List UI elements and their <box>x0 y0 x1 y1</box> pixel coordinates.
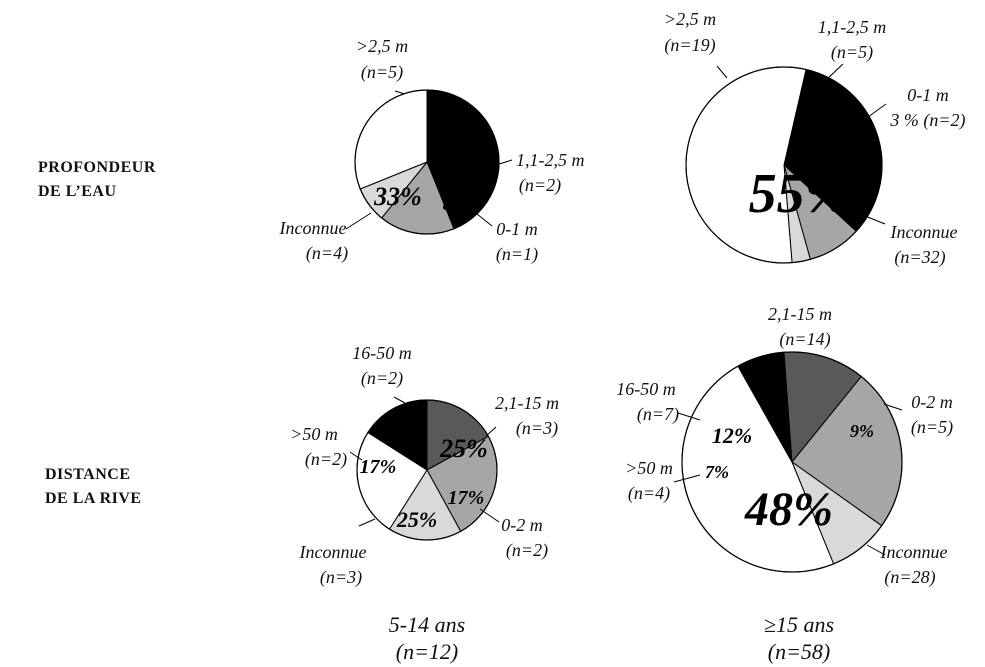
pie-4-16-50-m-count-label: (n=7) <box>637 404 679 425</box>
pie-3-0-2-m-leader-line <box>479 508 500 523</box>
pie-3-16-50-m-count-label: (n=2) <box>361 368 403 389</box>
pie-3-2-1-15-m-percent-label: 25% <box>439 434 488 463</box>
row-label-depth: PROFONDEUR DE L’EAU <box>38 159 156 200</box>
pie-3-16-50-m-leader-line <box>393 396 406 404</box>
pie-4-16-50-m-percent-label: 12% <box>712 423 752 448</box>
column-label-5-14-line2: (n=12) <box>396 639 459 664</box>
column-label-5-14-line1: 5-14 ans <box>389 612 465 637</box>
pie-1-inconnue-leader-line <box>345 212 372 230</box>
pie-1-1-1-2-5-m-percent-label: 17% <box>452 150 492 175</box>
pie-4-inconnue-category-label: Inconnue <box>880 542 948 562</box>
pie-3-50-m-percent-label: 17% <box>360 456 397 478</box>
pie-3-inconnue-leader-line <box>358 518 376 527</box>
pie-4-50-m-category-label: >50 m <box>625 458 673 478</box>
column-label-15plus: ≥15 ans (n=58) <box>764 612 834 664</box>
pie-2-2-5-m-count-label: (n=19) <box>664 35 715 56</box>
pie-2-1-1-2-5-m-count-label: (n=5) <box>831 42 873 63</box>
pie-4-0-2-m-percent-label: 9% <box>850 421 874 441</box>
pie-3-16-50-m-category-label: 16-50 m <box>352 343 412 363</box>
pie-2-inconnue-count-label: (n=32) <box>894 247 945 268</box>
row-label-distance: DISTANCE DE LA RIVE <box>45 466 142 507</box>
pie-3-50-m-count-label: (n=2) <box>305 449 347 470</box>
pie-chart-1: 42% >2,5 m (n=5) 17% 1,1-2,5 m (n=2) 8% 0-1 m (n… <box>279 36 585 265</box>
pie-1-0-1-m-percent-label: 8% <box>443 195 466 214</box>
pie-4-50-m-percent-label: 7% <box>705 462 729 482</box>
column-label-15plus-line1: ≥15 ans <box>764 612 834 637</box>
pie-3-2-1-15-m-category-label: 2,1-15 m <box>495 393 559 413</box>
pie-4-inconnue-count-label: (n=28) <box>884 567 935 588</box>
pie-4-2-1-15-m-count-label: (n=14) <box>779 329 830 350</box>
pie-4-16-50-m-category-label: 16-50 m <box>616 379 676 399</box>
pie-4-inconnue-leader-line <box>866 544 886 556</box>
pie-1-1-1-2-5-m-count-label: (n=2) <box>519 175 561 196</box>
pie-1-0-1-m-category-label: 0-1 m <box>496 219 538 239</box>
column-label-15plus-line2: (n=58) <box>768 639 831 664</box>
pie-1-1-1-2-5-m-category-label: 1,1-2,5 m <box>516 150 585 170</box>
pie-chart-2: 33%>2,5 m(n=19)9%1,1-2,5 m(n=5)0-1 m3 % … <box>664 9 966 268</box>
pie-4-50-m-count-label: (n=4) <box>628 483 670 504</box>
pie-4-50-m-leader-line <box>673 474 701 483</box>
pie-2-inconnue-percent-label: 55% <box>749 163 852 225</box>
pie-3-0-2-m-percent-label: 17% <box>448 487 485 509</box>
row-label-distance-line1: DISTANCE <box>45 466 131 483</box>
row-label-distance-line2: DE LA RIVE <box>45 490 142 507</box>
pie-3-50-m-leader-line <box>349 451 363 461</box>
pie-1-inconnue-count-label: (n=4) <box>306 243 348 264</box>
pie-4-16-50-m-leader-line <box>677 412 701 421</box>
pie-1-outline <box>354 89 500 235</box>
pie-1-2-5-m-percent-label: 42% <box>426 133 482 166</box>
pie-2-0-1-m-leader-line <box>867 103 887 118</box>
pie-2-0-1-m-count-label: 3 % (n=2) <box>889 110 965 131</box>
pie-3-inconnue-category-label: Inconnue <box>299 542 367 562</box>
pie-3-inconnue-count-label: (n=3) <box>320 567 362 588</box>
row-label-depth-line1: PROFONDEUR <box>38 159 156 176</box>
pie-2-0-1-m-category-label: 0-1 m <box>907 85 949 105</box>
pie-3-0-2-m-category-label: 0-2 m <box>501 515 543 535</box>
pie-2-2-5-m-category-label: >2,5 m <box>664 9 716 29</box>
pie-chart-3: 17% 16-50 m (n=2) 25% 2,1-15 m (n=3) 17% 0-2 m (… <box>290 343 559 588</box>
pie-4-0-2-m-leader-line <box>883 403 903 411</box>
pie-1-inconnue-category-label: Inconnue <box>279 218 347 238</box>
pie-4-inconnue-percent-label: 48% <box>744 483 833 536</box>
pie-1-0-1-m-leader-line <box>476 213 493 227</box>
pie-3-2-1-15-m-count-label: (n=3) <box>516 418 558 439</box>
pie-chart-4: 24%2,1-15 m(n=14)9%0-2 m(n=5)48%Inconnue… <box>616 304 953 588</box>
pie-3-0-2-m-count-label: (n=2) <box>506 540 548 561</box>
pie-1-inconnue-percent-label: 33% <box>373 182 422 211</box>
pie-3-50-m-category-label: >50 m <box>290 424 338 444</box>
pie-2-2-5-m-leader-line <box>716 65 728 79</box>
pie-4-2-1-15-m-category-label: 2,1-15 m <box>768 304 832 324</box>
pie-4-0-2-m-category-label: 0-2 m <box>911 392 953 412</box>
pie-2-inconnue-category-label: Inconnue <box>890 222 958 242</box>
pie-3-inconnue-percent-label: 25% <box>396 507 437 532</box>
pie-1-2-5-m-category-label: >2,5 m <box>356 36 408 56</box>
pie-4-0-2-m-count-label: (n=5) <box>911 417 953 438</box>
pie-charts: 42% >2,5 m (n=5) 17% 1,1-2,5 m (n=2) 8% 0-1 m (n… <box>279 9 966 588</box>
pie-2-outline <box>685 66 883 264</box>
pie-2-1-1-2-5-m-percent-label: 9% <box>801 87 828 109</box>
pie-1-2-5-m-count-label: (n=5) <box>361 62 403 83</box>
row-label-depth-line2: DE L’EAU <box>38 183 117 200</box>
column-label-5-14: 5-14 ans (n=12) <box>389 612 465 664</box>
pie-1-0-1-m-count-label: (n=1) <box>496 244 538 265</box>
pie-2-inconnue-leader-line <box>864 215 886 225</box>
pie-3-outline <box>356 399 498 541</box>
pie-4-outline <box>681 351 903 573</box>
pie-2-1-1-2-5-m-category-label: 1,1-2,5 m <box>818 17 887 37</box>
